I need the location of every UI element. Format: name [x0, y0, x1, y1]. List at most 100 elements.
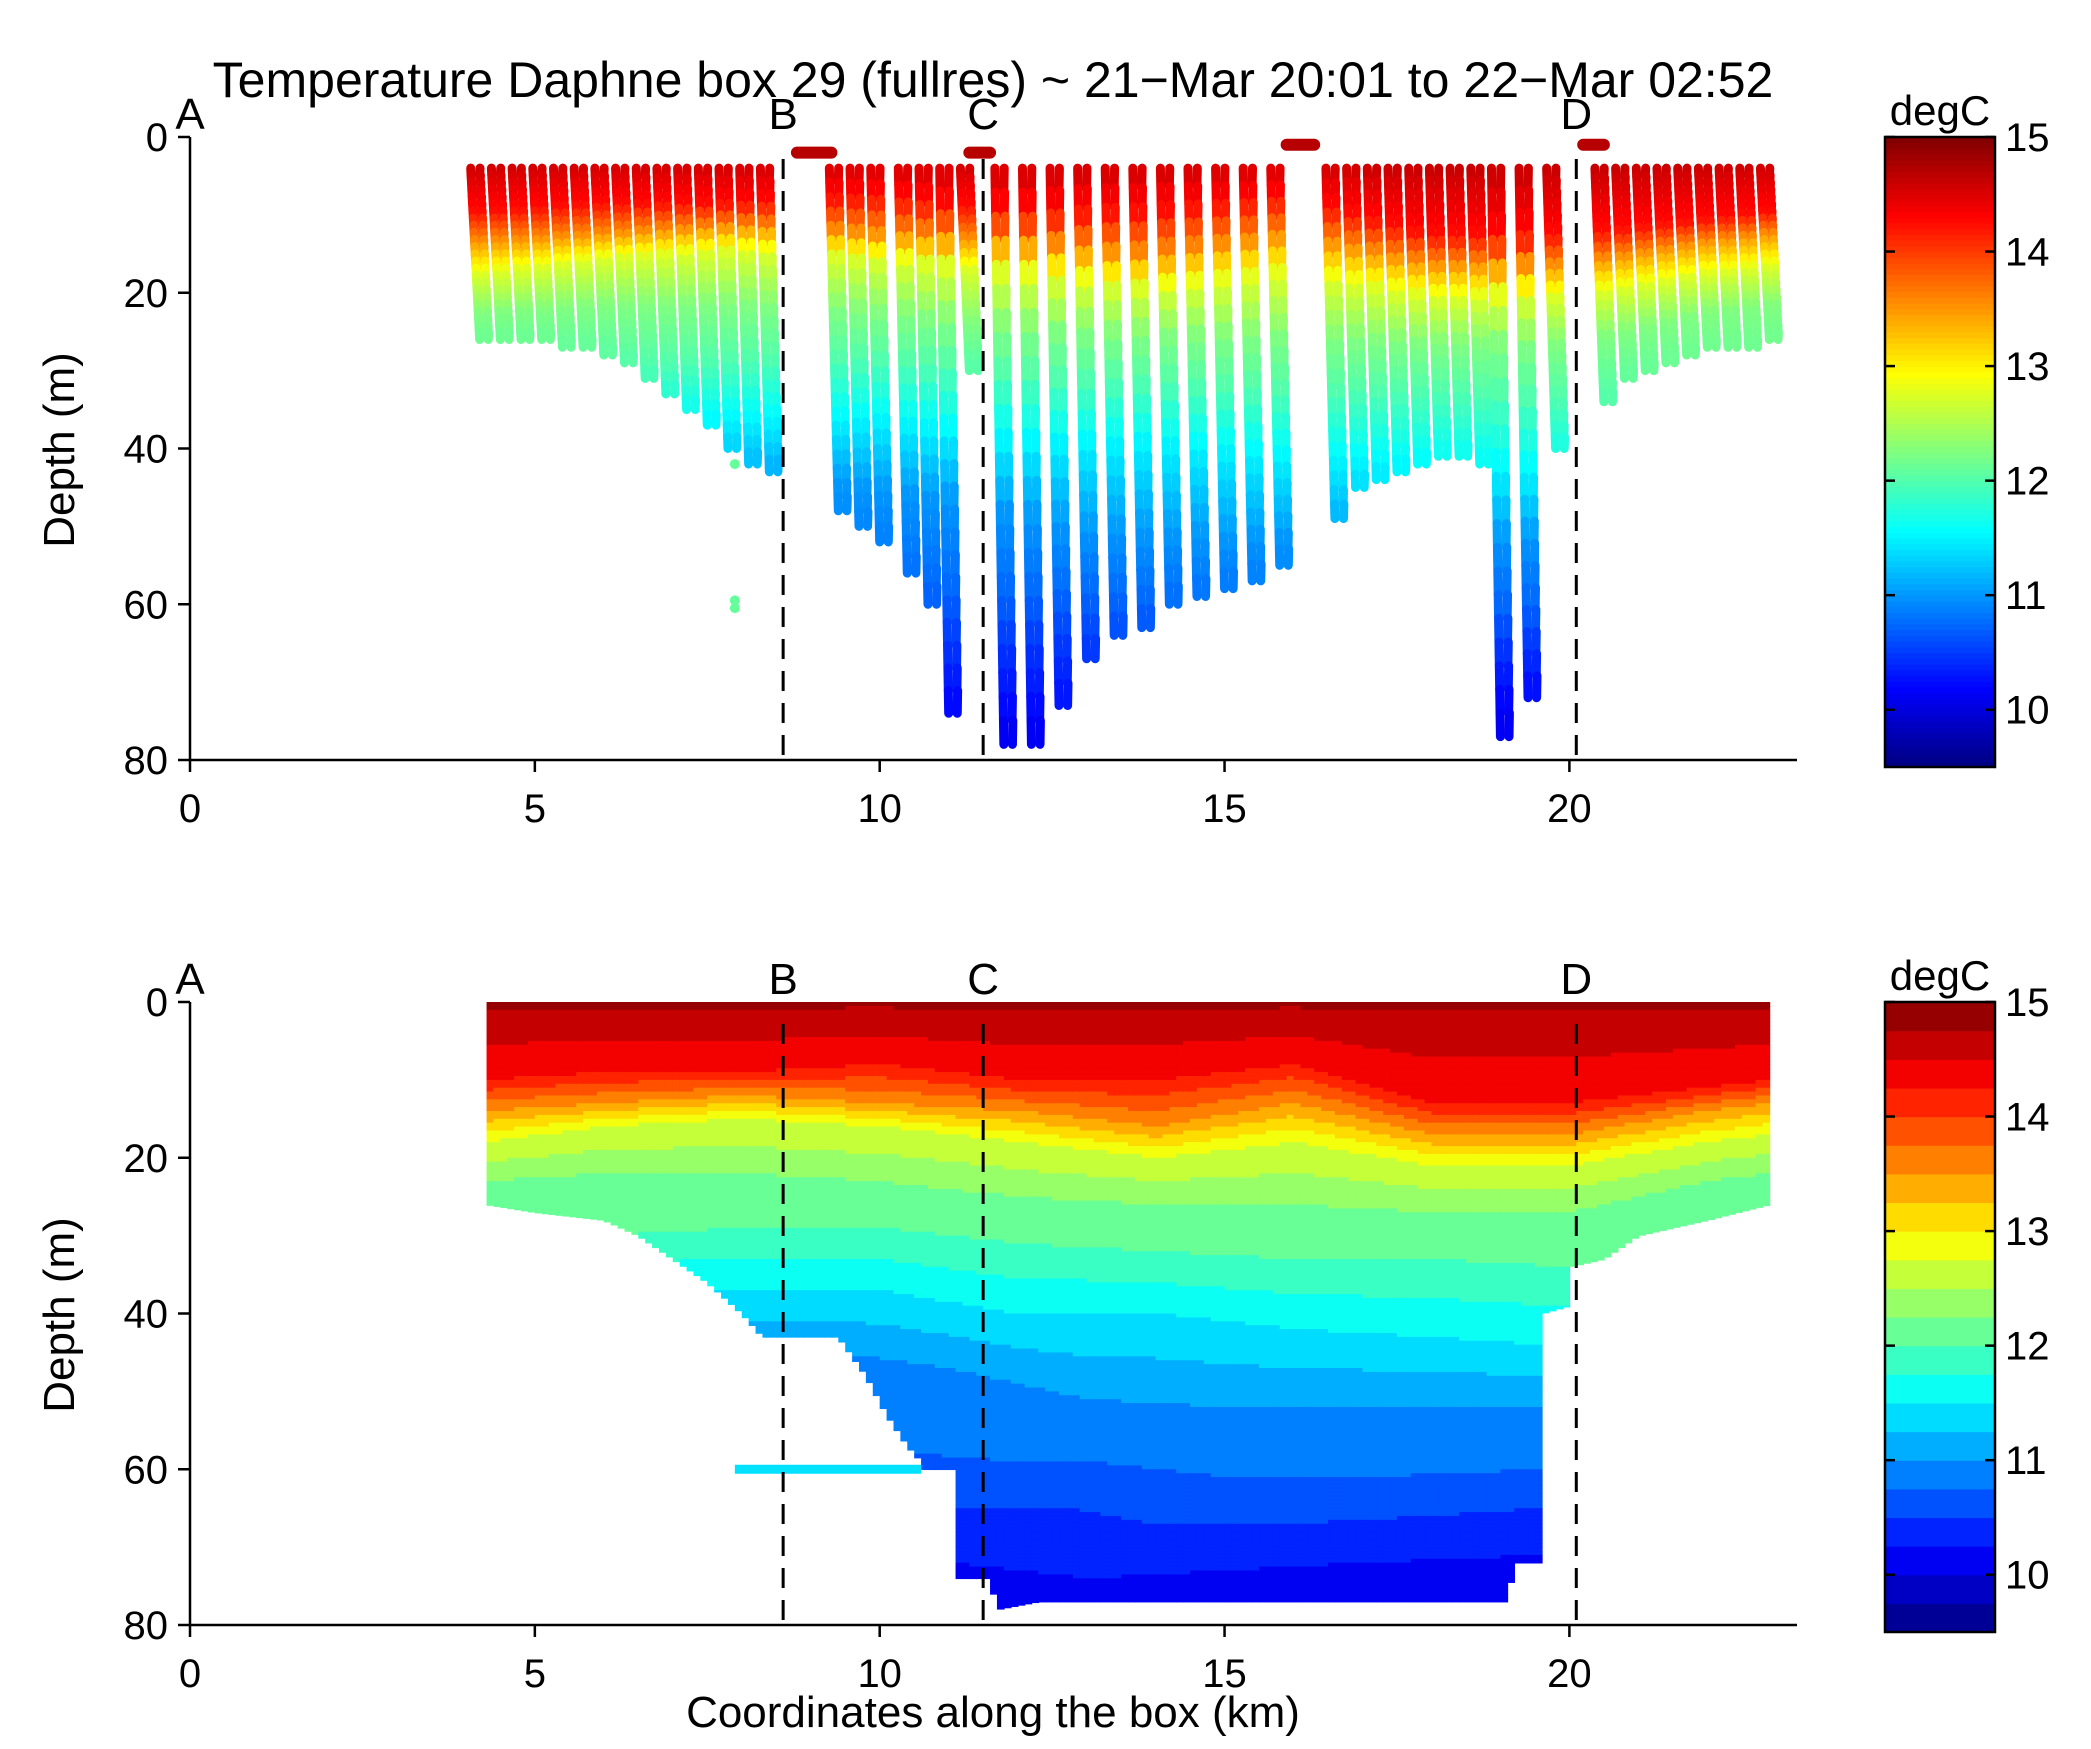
contour-cell — [714, 1274, 722, 1280]
contour-cell — [652, 1048, 660, 1054]
contour-cell — [624, 1192, 633, 1198]
top-colorbar-band — [1885, 297, 1995, 304]
contour-cell — [665, 1212, 674, 1217]
contour-cell — [534, 1196, 543, 1202]
contour-cell — [603, 1212, 612, 1217]
contour-cell — [679, 1044, 688, 1050]
contour-cell — [610, 1130, 619, 1136]
contour-cell — [693, 1138, 702, 1143]
contour-cell — [700, 1165, 709, 1171]
contour-cell — [486, 1013, 495, 1019]
contour-cell — [603, 1142, 612, 1147]
contour-cell — [693, 1149, 702, 1155]
contour-cell — [514, 1029, 522, 1034]
contour-cell — [727, 1083, 736, 1089]
contour-cell — [576, 1029, 584, 1034]
contour-cell — [714, 1056, 722, 1062]
contour-cell — [555, 1192, 564, 1198]
contour-cell — [638, 1083, 647, 1089]
top-profile — [1183, 163, 1211, 601]
contour-cell — [576, 1204, 584, 1210]
top-colorbar-band — [1885, 245, 1995, 253]
contour-cell — [631, 1021, 640, 1027]
contour-cell — [672, 1223, 681, 1229]
contour-cell — [700, 1075, 709, 1081]
contour-cell — [679, 1227, 688, 1233]
contour-cell — [672, 1005, 681, 1011]
contour-cell — [658, 1146, 667, 1151]
contour-cell — [652, 1126, 660, 1132]
contour-cell — [548, 1075, 557, 1081]
contour-cell — [652, 1083, 660, 1089]
contour-cell — [603, 1149, 612, 1155]
contour-cell — [707, 1188, 715, 1194]
contour-cell — [569, 1126, 578, 1132]
contour-cell — [686, 1188, 695, 1194]
top-colorbar-band — [1885, 159, 1995, 167]
contour-cell — [686, 1239, 695, 1245]
contour-cell — [700, 1068, 709, 1073]
contour-cell — [534, 1122, 543, 1128]
contour-cell — [721, 1091, 729, 1097]
contour-cell — [658, 1025, 667, 1031]
contour-cell — [658, 1095, 667, 1101]
contour-cell — [500, 1064, 509, 1069]
top-colorbar-band — [1885, 560, 1995, 568]
contour-cell — [686, 1142, 695, 1147]
contour-cell — [534, 1134, 543, 1140]
contour-cell — [658, 1079, 667, 1085]
contour-cell — [493, 1060, 502, 1066]
contour-cell — [590, 1107, 598, 1112]
contour-cell — [596, 1052, 605, 1058]
contour-cell — [596, 1142, 605, 1147]
contour-cell — [707, 1251, 715, 1256]
contour-cell — [693, 1204, 702, 1210]
contour-cell — [493, 1037, 502, 1042]
contour-cell — [569, 1083, 578, 1089]
contour-cell — [714, 1044, 722, 1050]
contour-cell — [631, 1227, 640, 1233]
contour-cell — [603, 1126, 612, 1132]
contour-cell — [727, 1220, 736, 1225]
contour-cell — [638, 1087, 647, 1093]
contour-cell — [707, 1204, 715, 1210]
contour-cell — [658, 1181, 667, 1186]
contour-cell — [590, 1196, 598, 1202]
contour-cell — [658, 1114, 667, 1120]
contour-cell — [707, 1107, 715, 1112]
contour-cell — [645, 1130, 653, 1136]
contour-cell — [583, 1126, 591, 1132]
contour-cell — [500, 1009, 509, 1015]
contour-cell — [721, 1258, 729, 1264]
contour-cell — [521, 1021, 529, 1027]
contour-cell — [590, 1169, 598, 1175]
contour-cell — [555, 1029, 564, 1034]
contour-cell — [721, 1087, 729, 1093]
contour-cell — [583, 1048, 591, 1054]
contour-cell — [727, 1044, 736, 1050]
contour-cell — [624, 1033, 633, 1038]
contour-cell — [548, 1099, 557, 1105]
contour-cell — [555, 1037, 564, 1042]
contour-cell — [727, 1255, 736, 1260]
contour-cell — [624, 1169, 633, 1175]
contour-cell — [514, 1204, 522, 1210]
contour-cell — [679, 1204, 688, 1210]
contour-cell — [693, 1255, 702, 1260]
contour-cell — [596, 1153, 605, 1159]
contour-cell — [486, 1111, 495, 1116]
contour-cell — [562, 1130, 571, 1136]
contour-cell — [721, 1021, 729, 1027]
contour-cell — [652, 1196, 660, 1202]
contour-cell — [665, 1134, 674, 1140]
contour-cell — [493, 1157, 502, 1163]
contour-cell — [658, 1029, 667, 1034]
contour-cell — [645, 1216, 653, 1221]
contour-cell — [514, 1013, 522, 1019]
top-colorbar-band — [1885, 658, 1995, 665]
contour-cell — [534, 1064, 543, 1069]
contour-cell — [493, 1033, 502, 1038]
contour-cell — [486, 1017, 495, 1023]
contour-cell — [527, 1033, 536, 1038]
contour-cell — [707, 1068, 715, 1073]
